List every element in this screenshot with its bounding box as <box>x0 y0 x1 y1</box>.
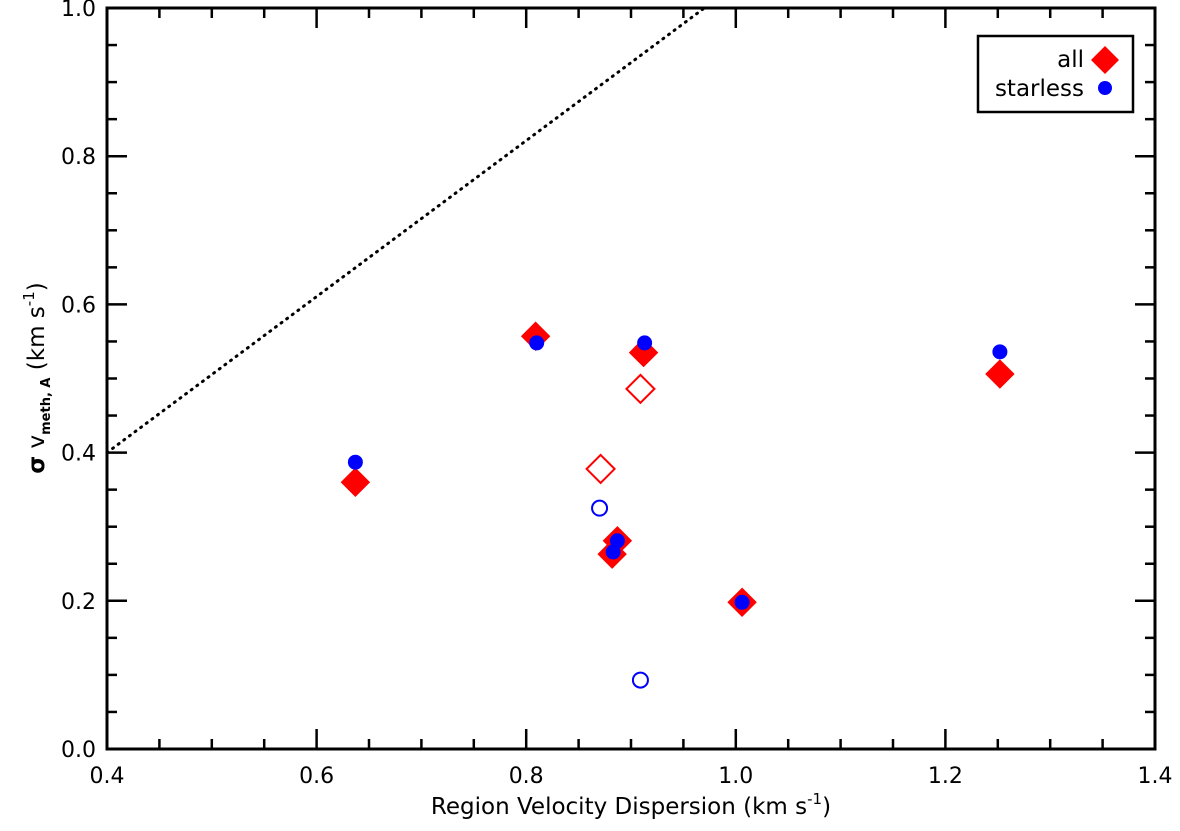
all-diamond-point <box>985 359 1015 389</box>
y-tick-label: 0.4 <box>61 442 96 467</box>
y-tick-label: 0.8 <box>61 145 96 170</box>
tick-labels: 0.4 0.6 0.8 1.0 1.2 1.4 0.0 0.2 0.4 0.6 0.8 1.0 <box>61 0 1173 789</box>
x-tick-label: 0.8 <box>509 764 544 789</box>
axis-ticks <box>105 6 1157 751</box>
starless-circle-point <box>637 335 653 351</box>
y-tick-label: 0.2 <box>61 590 96 615</box>
x-tick-label: 1.4 <box>1138 764 1173 789</box>
starless-circle-open-point <box>591 499 609 517</box>
legend: all starless <box>976 34 1135 114</box>
legend-label-starless: starless <box>995 76 1084 102</box>
legend-marker-circle <box>1098 81 1112 95</box>
x-tick-label: 0.6 <box>299 764 334 789</box>
y-tick-label: 1.0 <box>61 0 96 22</box>
one-to-one-reference-line <box>105 6 706 455</box>
all-diamond-point <box>340 467 371 497</box>
starless-circle-open-point <box>631 671 649 689</box>
legend-label-all: all <box>1057 47 1084 73</box>
starless-circle-point <box>992 344 1008 360</box>
data-points <box>340 321 1015 689</box>
x-tick-label: 0.4 <box>90 764 125 789</box>
all-diamond-open-point <box>625 373 656 405</box>
all-diamond-open-point <box>585 453 617 485</box>
x-tick-label: 1.0 <box>718 764 753 789</box>
y-tick-label: 0.0 <box>61 738 96 763</box>
starless-circle-point <box>529 335 545 351</box>
y-tick-label: 0.6 <box>61 293 96 318</box>
starless-circle-point <box>347 454 363 470</box>
x-axis-title: Region Velocity Dispersion (km s-1) <box>431 790 831 820</box>
legend-marker-diamond <box>1091 46 1119 74</box>
x-tick-label: 1.2 <box>928 764 963 789</box>
y-axis-title: σ vmeth, A (km s-1) <box>20 282 54 473</box>
starless-circle-point <box>734 594 750 610</box>
starless-circle-point <box>605 544 621 560</box>
